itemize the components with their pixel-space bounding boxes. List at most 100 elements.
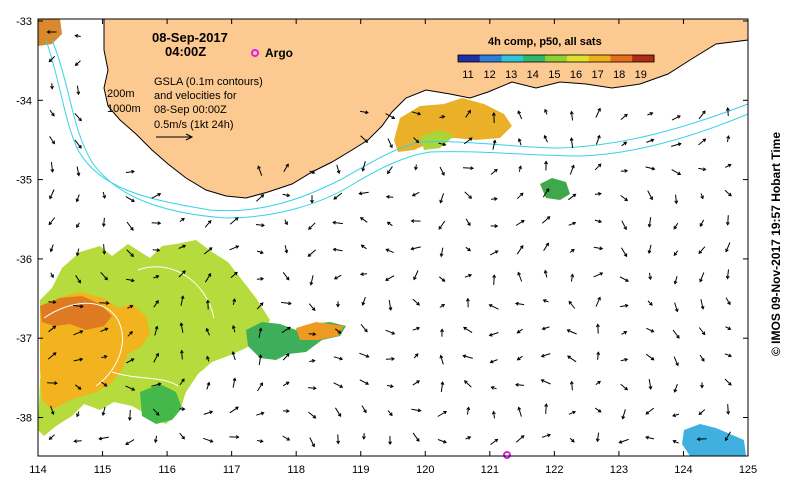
- velocity-arrowhead: [285, 381, 290, 386]
- velocity-arrowhead: [77, 386, 82, 390]
- velocity-arrow: [413, 137, 419, 143]
- velocity-arrowhead: [104, 276, 108, 281]
- velocity-arrowhead: [284, 221, 288, 226]
- velocity-arrow: [465, 218, 471, 226]
- velocity-arrowhead: [206, 355, 210, 360]
- velocity-arrowhead: [491, 410, 496, 415]
- velocity-arrowhead: [307, 253, 312, 257]
- velocity-arrowhead: [677, 142, 682, 147]
- velocity-arrowhead: [332, 247, 337, 252]
- latitude-ticks: -33 -34 -35 -36 -37 -38: [16, 16, 748, 425]
- velocity-arrowhead: [129, 330, 133, 335]
- velocity-arrowhead: [674, 200, 679, 205]
- velocity-arrow: [102, 191, 106, 199]
- velocity-arrow: [698, 327, 706, 335]
- velocity-arrowhead: [49, 248, 54, 253]
- velocity-arrowhead: [389, 144, 393, 149]
- velocity-arrowhead: [623, 253, 628, 258]
- velocity-arrowhead: [363, 409, 367, 414]
- velocity-arrowhead: [463, 380, 468, 384]
- velocity-arrowhead: [468, 137, 473, 141]
- velocity-arrow: [567, 355, 577, 363]
- velocity-arrow: [308, 387, 316, 389]
- velocity-arrowhead: [439, 199, 444, 204]
- velocity-arrow: [620, 304, 628, 308]
- velocity-arrow: [359, 191, 369, 195]
- velocity-arrowhead: [131, 198, 135, 202]
- velocity-arrow: [412, 327, 420, 331]
- velocity-arrowhead: [701, 331, 706, 336]
- velocity-arrow: [73, 358, 83, 362]
- velocity-arrowhead: [286, 409, 290, 413]
- velocity-arrow: [361, 405, 367, 413]
- velocity-arrow: [282, 193, 290, 197]
- velocity-arrow: [645, 436, 655, 440]
- velocity-arrowhead: [673, 225, 678, 230]
- velocity-arrowhead: [157, 221, 162, 226]
- velocity-arrow: [127, 331, 133, 337]
- velocity-arrow: [646, 327, 654, 333]
- velocity-arrow: [622, 409, 626, 419]
- velocity-arrow: [385, 329, 395, 335]
- sst-patch-west-hot: [40, 296, 112, 330]
- velocity-arrow: [593, 246, 603, 250]
- velocity-arrowhead: [50, 168, 55, 173]
- velocity-arrowhead: [73, 439, 78, 444]
- velocity-arrowhead: [257, 165, 261, 170]
- velocity-arrow: [282, 353, 290, 361]
- velocity-arrowhead: [595, 438, 600, 443]
- velocity-arrow: [73, 330, 83, 336]
- velocity-arrowhead: [312, 332, 317, 337]
- velocity-arrowhead: [517, 271, 521, 276]
- velocity-arrow: [619, 438, 629, 444]
- velocity-arrow: [490, 169, 498, 175]
- velocity-arrowhead: [231, 324, 236, 329]
- coastline-landmass: [103, 18, 749, 199]
- velocity-arrow: [362, 296, 366, 306]
- velocity-arrow: [154, 435, 158, 443]
- velocity-arrow: [101, 381, 107, 387]
- velocity-arrow: [76, 194, 80, 202]
- velocity-arrowhead: [439, 354, 444, 359]
- velocity-arrow: [489, 304, 499, 310]
- velocity-arrowhead: [285, 276, 290, 281]
- velocity-arrowhead: [312, 386, 317, 391]
- velocity-arrowhead: [287, 326, 291, 331]
- velocity-arrow: [438, 220, 446, 230]
- velocity-arrow: [230, 272, 238, 278]
- velocity-arrow: [648, 244, 652, 254]
- velocity-arrow: [100, 271, 108, 281]
- velocity-arrow: [725, 431, 731, 441]
- velocity-arrowhead: [597, 107, 601, 112]
- velocity-arrow: [387, 410, 393, 416]
- velocity-arrow: [620, 383, 628, 391]
- velocity-arrowhead: [645, 411, 650, 415]
- longitude-ticks: 114 115 116 117 118 119 120 121 122 123 124 125: [29, 19, 757, 476]
- velocity-arrowhead: [389, 412, 393, 417]
- velocity-arrow: [74, 440, 82, 442]
- velocity-arrow: [724, 164, 732, 168]
- velocity-arrowhead: [518, 165, 522, 170]
- velocity-arrowhead: [312, 414, 317, 419]
- velocity-arrowhead: [673, 252, 678, 256]
- velocity-arrow: [48, 325, 56, 333]
- velocity-arrowhead: [651, 166, 656, 171]
- velocity-arrow: [439, 193, 445, 203]
- velocity-arrowhead: [179, 322, 184, 327]
- velocity-arrowhead: [645, 435, 649, 440]
- velocity-arrowhead: [156, 248, 161, 253]
- velocity-arrow: [725, 242, 731, 252]
- velocity-arrow: [517, 110, 523, 120]
- velocity-arrow: [359, 379, 369, 385]
- velocity-arrowhead: [310, 199, 314, 204]
- velocity-arrow: [597, 352, 599, 360]
- velocity-arrowhead: [647, 223, 652, 228]
- velocity-arrowhead: [491, 112, 496, 116]
- velocity-arrow: [517, 328, 523, 334]
- velocity-arrowhead: [540, 379, 545, 383]
- velocity-arrowhead: [725, 248, 729, 253]
- velocity-arrow: [724, 189, 732, 197]
- velocity-arrow: [620, 170, 628, 172]
- velocity-arrowhead: [209, 439, 214, 443]
